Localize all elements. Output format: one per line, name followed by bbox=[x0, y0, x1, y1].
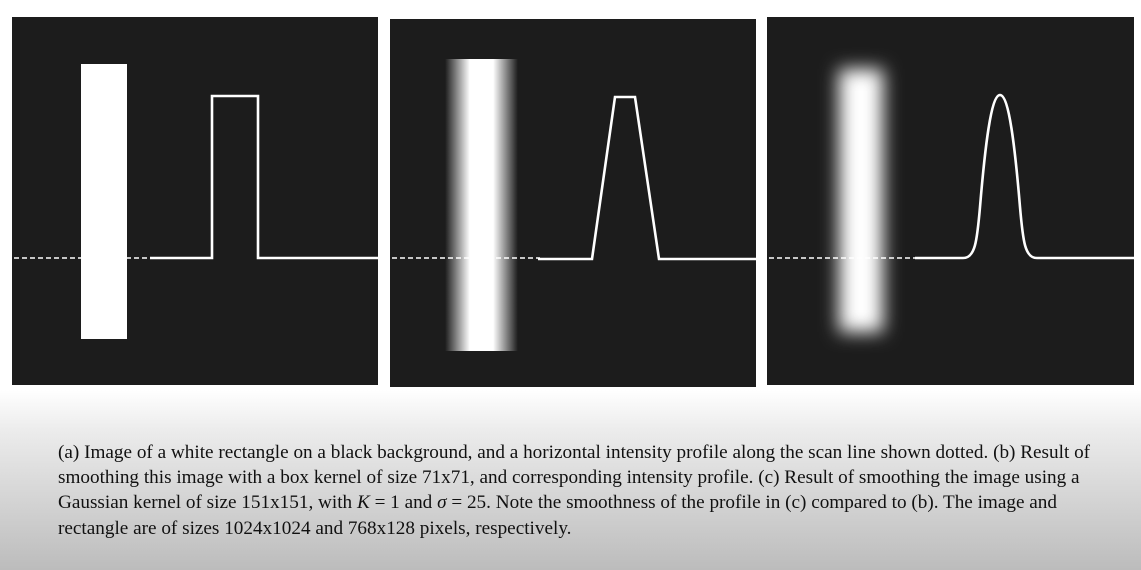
caption-sigma-symbol: σ bbox=[437, 492, 446, 513]
caption-text-part2: = 1 and bbox=[370, 492, 437, 513]
panel-c-blurred-rectangle bbox=[839, 69, 883, 332]
panel-c-svg bbox=[767, 17, 1134, 385]
panel-b-intensity-profile bbox=[538, 97, 756, 259]
figure-caption: (a) Image of a white rectangle on a blac… bbox=[58, 440, 1098, 541]
panel-b-blurred-rectangle bbox=[445, 59, 518, 351]
caption-k-symbol: K bbox=[357, 492, 370, 513]
panel-a-intensity-profile bbox=[150, 96, 378, 258]
panel-a-svg bbox=[12, 17, 378, 385]
panel-a-white-rectangle bbox=[81, 64, 127, 339]
panel-c-gaussian-smoothed-image bbox=[767, 17, 1134, 385]
panel-a-original-image bbox=[12, 17, 378, 385]
panel-b-svg bbox=[390, 19, 756, 387]
panel-c-intensity-profile bbox=[915, 95, 1134, 258]
panel-b-box-smoothed-image bbox=[390, 19, 756, 387]
